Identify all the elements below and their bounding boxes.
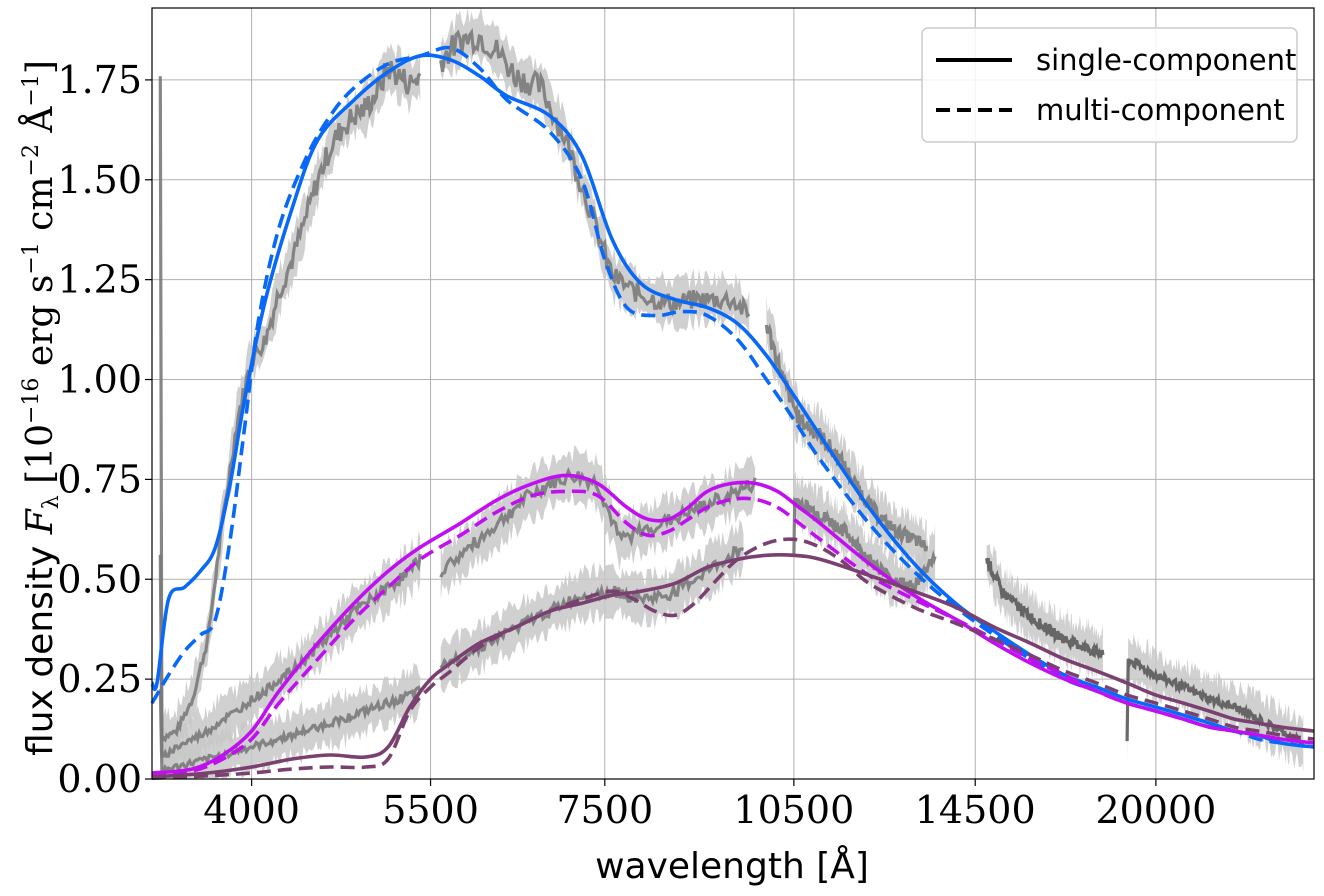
observed-band <box>440 445 756 599</box>
y-tick-label: 0.50 <box>57 557 142 601</box>
observed-spectrum <box>792 496 937 597</box>
y-tick-label: 0.75 <box>57 457 142 501</box>
observed-spectrum <box>439 466 757 578</box>
observed-spectrum <box>158 60 422 743</box>
observed-band <box>766 293 927 576</box>
epoch2-dashed-model-curve <box>151 489 1315 777</box>
y-tick-label: 1.50 <box>57 158 142 202</box>
legend-label-multi: multi-component <box>1036 93 1285 127</box>
observed-spectrum <box>158 685 422 776</box>
legend: single-component multi-component <box>921 27 1298 143</box>
x-tick-label: 14500 <box>915 788 1036 832</box>
observed-spectrum <box>764 323 929 552</box>
axis-ticks: 0.00 0.25 0.50 0.75 1.00 1.25 1.50 1.75 4000 5500… <box>57 58 1216 832</box>
y-tick-label: 1.25 <box>57 258 142 302</box>
observed-band <box>986 543 1103 686</box>
y-tick-label: 1.75 <box>57 58 142 102</box>
observed-spectrum <box>439 27 751 319</box>
observed-band <box>793 471 936 612</box>
x-tick-label: 10500 <box>733 788 854 832</box>
epoch1-dashed-model-curve <box>150 45 1315 749</box>
x-tick-label: 4000 <box>203 788 300 832</box>
legend-label-single: single-component <box>1036 43 1296 77</box>
observed-band <box>440 6 750 341</box>
x-tick-label: 7500 <box>556 788 653 832</box>
plot-frame <box>151 7 1315 780</box>
y-axis-label: flux density Fλ [10−16 erg s−1 cm−2 Å−1] <box>19 60 64 756</box>
model-curves <box>150 45 1315 780</box>
x-tick-label: 20000 <box>1095 788 1216 832</box>
y-tick-label: 0.25 <box>57 657 142 701</box>
observed-spectra <box>158 27 1305 776</box>
observed-spectrum <box>985 557 1105 661</box>
legend-box <box>921 27 1298 143</box>
observed-band <box>160 43 421 767</box>
x-tick-label: 5500 <box>382 788 479 832</box>
observed-band <box>440 519 744 694</box>
epoch3-dashed-model-curve <box>151 537 1315 780</box>
y-tick-label: 0.00 <box>57 757 142 801</box>
y-tick-label: 1.00 <box>57 358 142 402</box>
epoch1-solid-model-curve <box>150 53 1315 749</box>
x-axis-label: wavelength [Å] <box>595 844 869 887</box>
observed-spectrum <box>1125 657 1305 746</box>
